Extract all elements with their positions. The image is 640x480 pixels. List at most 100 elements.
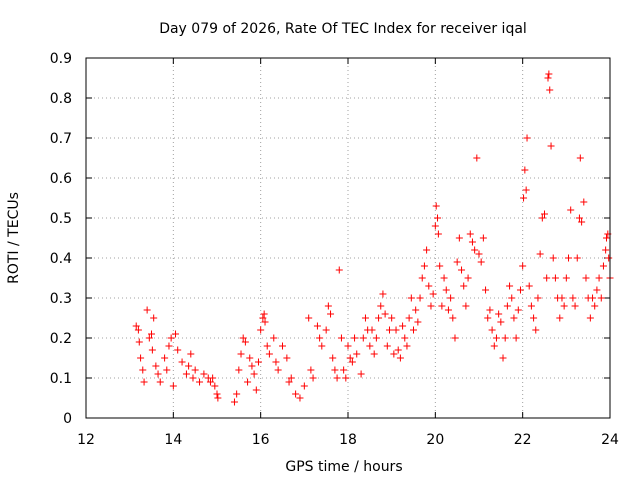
data-point <box>324 302 332 310</box>
data-point <box>346 354 354 362</box>
data-point <box>534 294 542 302</box>
data-point <box>327 310 335 318</box>
data-point <box>549 254 557 262</box>
data-point <box>405 314 413 322</box>
data-point <box>272 358 280 366</box>
data-point <box>396 354 404 362</box>
data-point <box>329 354 337 362</box>
data-point <box>597 294 605 302</box>
y-tick-label: 0.1 <box>50 371 72 387</box>
data-point <box>495 310 503 318</box>
data-point <box>536 250 544 258</box>
data-point <box>139 366 147 374</box>
data-point <box>560 302 568 310</box>
data-point <box>237 350 245 358</box>
data-point <box>420 262 428 270</box>
x-axis-label: GPS time / hours <box>285 459 402 475</box>
data-point <box>503 302 511 310</box>
data-point <box>412 306 420 314</box>
y-tick-label: 0.8 <box>50 91 72 107</box>
data-point <box>492 334 500 342</box>
data-point <box>593 286 601 294</box>
data-point <box>482 286 490 294</box>
data-point <box>508 294 516 302</box>
data-point <box>436 262 444 270</box>
data-point <box>305 314 313 322</box>
data-point <box>551 274 559 282</box>
data-point <box>510 314 518 322</box>
data-point <box>161 354 169 362</box>
data-point <box>434 230 442 238</box>
plot-frame <box>85 57 611 419</box>
data-point <box>434 214 442 222</box>
data-point <box>605 254 613 262</box>
data-point <box>148 346 156 354</box>
data-point <box>196 378 204 386</box>
data-point <box>370 350 378 358</box>
data-point <box>185 362 193 370</box>
data-point <box>401 334 409 342</box>
data-point <box>274 366 282 374</box>
data-point <box>527 302 535 310</box>
data-point <box>366 342 374 350</box>
data-point <box>546 86 554 94</box>
data-point <box>388 314 396 322</box>
data-point <box>383 342 391 350</box>
x-tick-label: 18 <box>339 432 357 448</box>
data-point <box>246 354 254 362</box>
data-point <box>521 166 529 174</box>
data-point <box>143 306 151 314</box>
data-point <box>361 314 369 322</box>
data-point <box>279 342 286 350</box>
data-point <box>261 318 269 326</box>
chart-title: Day 079 of 2026, Rate Of TEC Index for r… <box>159 21 527 37</box>
data-point <box>591 302 599 310</box>
data-point <box>178 358 186 366</box>
data-point <box>235 366 243 374</box>
data-point <box>432 202 440 210</box>
data-point <box>154 370 162 378</box>
data-point <box>348 358 356 366</box>
data-point <box>182 370 190 378</box>
data-point <box>260 310 268 318</box>
data-point <box>322 326 330 334</box>
y-tick-label: 0.9 <box>50 51 72 67</box>
y-tick-label: 0.6 <box>50 171 72 187</box>
x-tick-label: 12 <box>77 432 95 448</box>
data-point <box>248 362 256 370</box>
y-tick-label: 0.4 <box>50 251 72 267</box>
x-tick-label: 24 <box>601 432 619 448</box>
data-point <box>165 342 173 350</box>
data-point <box>466 230 474 238</box>
data-point <box>512 334 520 342</box>
data-point <box>292 390 300 398</box>
data-point <box>156 378 164 386</box>
data-point <box>484 314 492 322</box>
data-point <box>150 314 158 322</box>
data-point <box>418 274 426 282</box>
data-point <box>368 326 376 334</box>
data-point <box>211 382 219 390</box>
data-point <box>167 334 175 342</box>
data-point <box>516 286 524 294</box>
y-tick-label: 0.3 <box>50 291 72 307</box>
data-point <box>530 314 538 322</box>
data-point <box>444 306 452 314</box>
data-point <box>523 134 531 142</box>
data-point <box>385 326 393 334</box>
data-point <box>522 186 530 194</box>
data-point <box>300 382 308 390</box>
data-point <box>399 322 407 330</box>
data-point <box>464 274 472 282</box>
x-tick-label: 16 <box>252 432 270 448</box>
data-point <box>525 282 533 290</box>
data-point <box>140 378 148 386</box>
data-point <box>571 302 579 310</box>
x-tick-label: 14 <box>164 432 182 448</box>
data-point <box>337 334 345 342</box>
data-point <box>582 274 590 282</box>
data-point <box>189 374 197 382</box>
data-point <box>442 286 450 294</box>
data-point <box>468 238 476 246</box>
data-point <box>438 302 446 310</box>
